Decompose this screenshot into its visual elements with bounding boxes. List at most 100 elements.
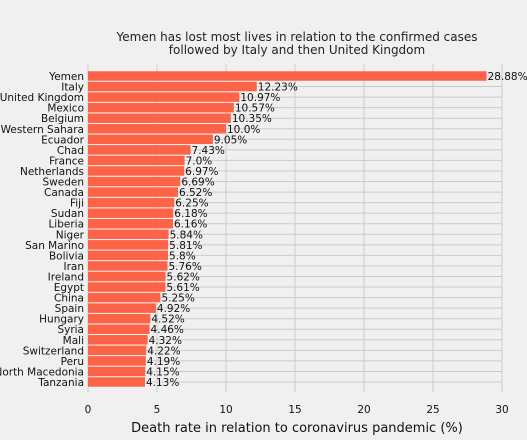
x-tick-label: 5 [154,404,161,416]
category-label: Sweden [43,177,85,189]
category-label: Fiji [70,198,84,210]
bar [88,356,146,366]
bar [88,240,169,250]
x-axis-label: Death rate in relation to coronavirus pa… [131,421,463,436]
category-label: Mali [63,335,84,347]
bar [88,208,174,218]
category-label: Hungary [39,314,84,326]
bar [88,324,150,334]
category-label: Mexico [47,103,84,115]
category-label: San Marino [25,240,84,252]
bar [88,166,185,176]
bar [88,366,146,377]
category-label: Syria [57,324,84,336]
category-label: Spain [55,303,84,315]
value-label: 5.76% [168,261,201,273]
bar [88,124,226,134]
category-label: France [49,155,84,167]
category-label: North Macedonia [0,366,84,378]
bar [88,292,161,303]
bar [88,261,168,271]
value-label: 10.0% [227,124,260,136]
value-label: 5.62% [167,271,200,283]
value-label: 4.32% [149,335,182,347]
category-label: Yemen [48,71,84,83]
category-label: Ireland [48,271,84,283]
category-label: Iran [63,261,84,273]
category-label: China [54,293,84,305]
category-label: Niger [56,229,85,241]
value-label: 12.23% [258,82,298,94]
value-label: 4.46% [151,324,184,336]
value-label: 6.25% [175,198,208,210]
category-label: Switzerland [23,345,84,357]
value-label: 4.13% [146,377,179,389]
category-label: Egypt [54,282,84,294]
value-label: 28.88% [488,71,527,83]
bar [88,345,147,356]
bar [88,113,231,123]
x-tick-label: 10 [219,404,232,416]
value-label: 10.97% [240,92,280,104]
value-label: 6.97% [185,166,218,178]
value-label: 9.05% [214,134,247,146]
value-label: 10.35% [232,113,272,125]
category-label: Ecuador [41,134,85,146]
value-label: 5.81% [169,240,202,252]
category-label: Bolivia [49,250,84,262]
value-label: 6.69% [181,177,214,189]
bars [88,71,487,387]
category-label: Liberia [48,219,84,231]
value-label: 5.25% [161,293,194,305]
value-label: 4.52% [151,314,184,326]
bar [88,218,174,229]
bar [88,71,487,81]
bar [88,102,234,113]
bar [88,303,156,313]
x-tick-label: 25 [426,404,439,416]
value-labels: 28.88% 12.23%10.97%10.57%10.35%10.0%9.05%… [146,71,527,389]
value-label: 4.15% [146,366,179,378]
category-label: Italy [61,82,84,94]
bar [88,271,166,282]
bar [88,155,185,166]
bar [88,176,181,187]
value-label: 4.92% [157,303,190,315]
category-label: Canada [44,187,84,199]
bar [88,187,178,197]
value-label: 5.61% [166,282,199,294]
bar [88,335,148,345]
bar [88,229,169,240]
category-label: Netherlands [20,166,84,178]
bar [88,145,191,155]
value-label: 5.84% [170,229,203,241]
value-label: 5.8% [169,250,196,262]
chart-title-line-2: followed by Italy and then United Kingdo… [169,43,425,57]
x-tick-label: 30 [495,404,508,416]
value-label: 10.57% [235,103,275,115]
x-ticks: 0 5 10 15 20 25 30 [85,404,509,416]
value-label: 6.52% [179,187,212,199]
category-label: Tanzania [37,377,84,389]
value-label: 4.19% [147,356,180,368]
x-tick-label: 20 [357,404,370,416]
bar [88,313,151,324]
category-label: Western Sahara [1,124,84,136]
bar [88,282,166,292]
bar [88,197,175,208]
value-label: 4.22% [147,345,180,357]
chart-title-line-1: Yemen has lost most lives in relation to… [116,30,478,44]
category-label: United Kingdom [0,92,84,104]
bar [88,92,240,102]
bar [88,377,145,387]
bar [88,134,213,145]
category-label: Sudan [51,208,84,220]
category-label: Chad [57,145,84,157]
value-label: 7.0% [186,155,213,167]
value-label: 7.43% [192,145,225,157]
category-label: Belgium [41,113,84,125]
category-label: Peru [61,356,84,368]
